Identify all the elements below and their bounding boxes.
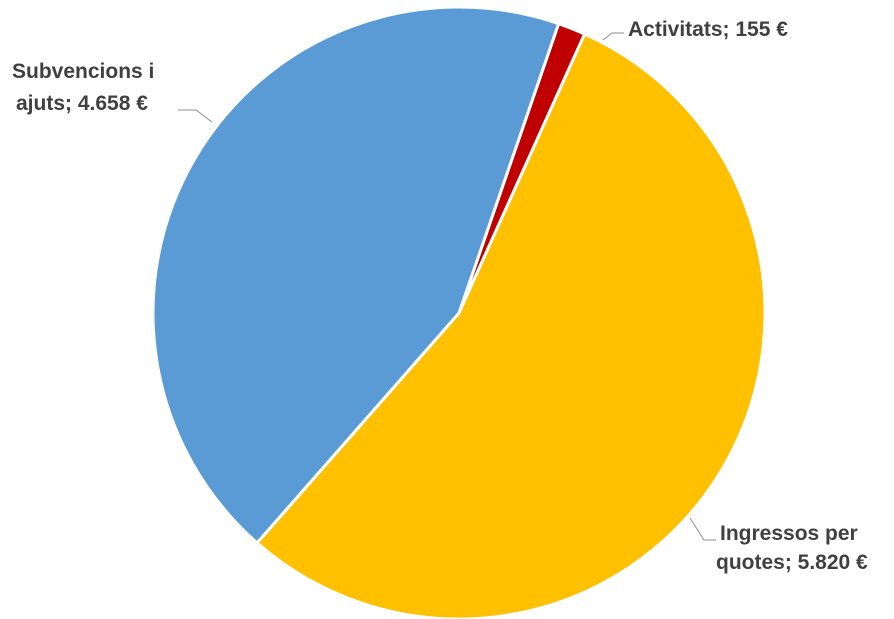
data-label-activitats: Activitats; 155 € xyxy=(628,18,788,41)
leader-line-activitats xyxy=(602,32,624,41)
data-labels: Activitats; 155 € Ingressos per quotes; … xyxy=(12,18,868,574)
leader-line-ingressos xyxy=(689,517,716,541)
data-label-subvencions-line-1: Subvencions i xyxy=(12,60,154,83)
data-label-ingressos-line-1: Ingressos per xyxy=(720,522,858,545)
leader-lines xyxy=(178,32,716,541)
data-label-subvencions: Subvencions i ajuts; 4.658 € xyxy=(12,60,160,115)
data-label-ingressos-line-2: quotes; 5.820 € xyxy=(716,551,868,574)
data-label-subvencions-line-2: ajuts; 4.658 € xyxy=(16,92,148,115)
pie-slices xyxy=(151,5,767,619)
data-label-ingressos: Ingressos per quotes; 5.820 € xyxy=(716,522,868,574)
leader-line-subvencions xyxy=(178,109,213,123)
pie-slice-ingressos-per-quotes xyxy=(255,32,767,619)
data-label-activitats-line: Activitats; 155 € xyxy=(628,18,788,41)
pie-slice-subvencions-i-ajuts xyxy=(151,5,561,545)
